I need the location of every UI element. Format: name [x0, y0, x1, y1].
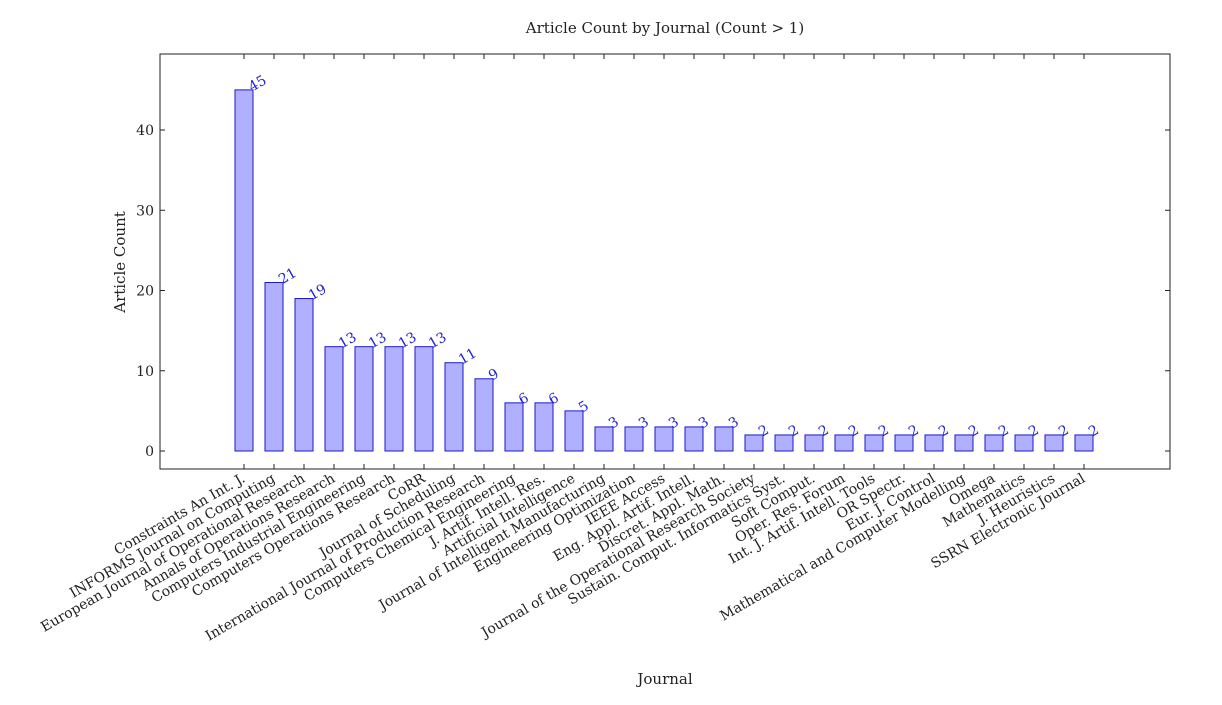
bar: [1074, 434, 1094, 452]
x-axis: Constraints An Int. J.INFORMS Journal on…: [38, 54, 1088, 644]
bar: [624, 426, 644, 452]
bar: [894, 434, 914, 452]
chart-title: Article Count by Journal (Count > 1): [525, 19, 804, 37]
bar-value-label: 13: [366, 329, 389, 352]
bar: [294, 298, 314, 452]
plot-frame: [159, 53, 1171, 470]
bar: [564, 410, 584, 452]
bar-value-label: 13: [426, 329, 449, 352]
bars: [234, 89, 1094, 452]
bar: [954, 434, 974, 452]
y-axis: 0 10 20 30 40: [136, 123, 1170, 460]
bar: [684, 426, 704, 452]
y-tick-label: 10: [136, 364, 154, 380]
bar: [774, 434, 794, 452]
bar: [1044, 434, 1064, 452]
bar: [1014, 434, 1034, 452]
bar: [834, 434, 854, 452]
bar: [984, 434, 1004, 452]
y-tick-label: 40: [136, 123, 154, 139]
bar-value-label: 11: [456, 345, 479, 368]
bar: [324, 346, 344, 452]
bar: [594, 426, 614, 452]
bar: [474, 378, 494, 452]
y-axis-title: Article Count: [111, 211, 129, 314]
bar: [414, 346, 434, 452]
bar: [804, 434, 824, 452]
bar: [924, 434, 944, 452]
x-axis-title: Journal: [635, 670, 692, 688]
bar-value-label: 13: [336, 329, 359, 352]
bar: [504, 402, 524, 452]
bar-value-label: 13: [396, 329, 419, 352]
bar: [534, 402, 554, 452]
bar: [444, 362, 464, 452]
bar: [354, 346, 374, 452]
bar: [384, 346, 404, 452]
y-tick-label: 0: [145, 444, 154, 460]
bar: [234, 89, 254, 452]
bar-value-label: 21: [276, 265, 299, 288]
bar-value-label: 45: [246, 73, 269, 96]
bar: [264, 281, 284, 452]
y-tick-label: 20: [136, 284, 154, 300]
bar: [714, 426, 734, 452]
bar: [744, 434, 764, 452]
y-tick-label: 30: [136, 203, 154, 219]
bar: [654, 426, 674, 452]
bar: [864, 434, 884, 452]
bar-value-label: 19: [306, 281, 329, 304]
